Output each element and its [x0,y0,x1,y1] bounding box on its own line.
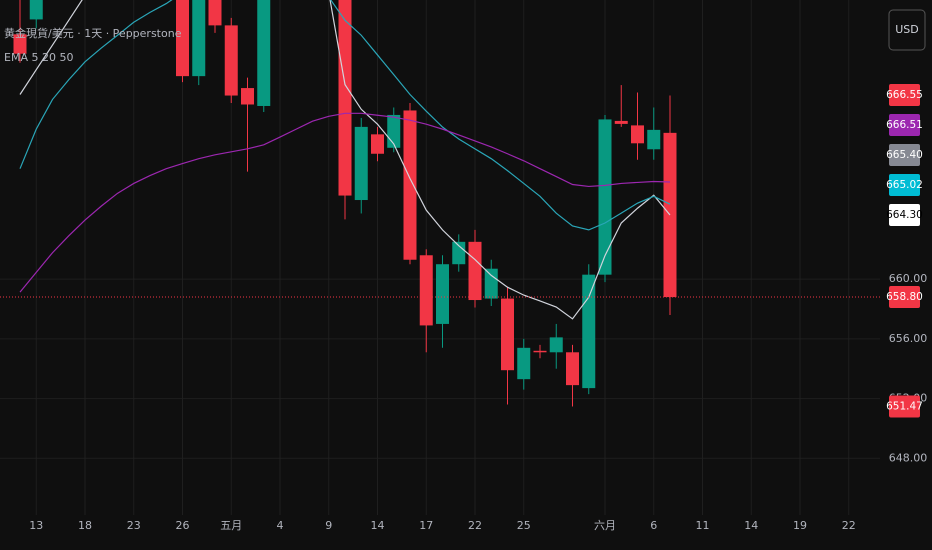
candle-body [614,120,628,124]
currency-button[interactable] [888,9,926,51]
candle-body [517,347,531,380]
x-tick-label: 五月 [220,519,242,532]
candle-body [13,34,27,54]
candle-body [533,350,547,353]
x-tick-label: 6 [650,519,657,532]
candle-body [647,129,661,150]
x-tick-label: 4 [277,519,284,532]
price-label-box [889,286,920,309]
price-label-box [889,173,920,196]
price-label: 666.51 [886,119,923,131]
candle-body [598,119,612,275]
candle-body [224,25,238,96]
x-tick-label: 18 [78,519,92,532]
candle-body [403,110,417,260]
candle-body [549,337,563,353]
candle-body [241,88,254,105]
x-tick-label: 23 [127,519,141,532]
axes: 648.00652.00656.00660.0013182326五月491417… [29,83,928,532]
price-label-box [889,203,920,226]
x-tick-label: 22 [842,519,856,532]
candle-body [208,0,222,26]
x-tick-label: 26 [176,519,190,532]
price-label: 651.47 [886,400,923,412]
candle-body [566,352,579,386]
x-tick-label: 14 [744,519,758,532]
x-tick-label: 25 [517,519,531,532]
currency-label[interactable]: USD [895,23,919,36]
ema-line [19,112,671,293]
candle-body [468,241,482,301]
candle-body [192,0,206,77]
candle-body [387,114,401,148]
candle-body [354,126,368,201]
candle-body [436,264,449,324]
price-label-box [889,83,920,106]
price-label: 664.30 [886,209,923,221]
x-tick-label: 六月 [594,519,616,532]
x-tick-label: 19 [793,519,807,532]
y-tick-label: 660.00 [889,272,928,285]
price-label: 666.55 [886,89,923,101]
candle-body [501,298,514,371]
chart-title: 黄金現貨/美元 · 1天 · Pepperstone [4,26,182,40]
ema-line [19,0,671,231]
candle-body [484,268,498,299]
price-label: 665.40 [886,149,923,161]
candle-body [371,134,384,154]
candle-body [29,0,43,20]
x-tick-label: 11 [696,519,710,532]
y-tick-label: 656.00 [889,332,928,345]
price-label-box [889,143,920,166]
candle-body [257,0,271,106]
x-tick-label: 9 [325,519,332,532]
price-label: 665.02 [886,179,923,191]
y-tick-label: 648.00 [889,451,928,464]
candle-body [176,0,189,77]
price-label-box [889,395,920,418]
candle-body [452,241,466,265]
x-tick-label: 22 [468,519,482,532]
candle-body [419,255,433,326]
x-tick-label: 13 [29,519,43,532]
candle-body [631,125,644,144]
indicator-legend: EMA 5 20 50 [4,51,73,64]
x-tick-label: 14 [371,519,385,532]
price-label-box [889,113,920,136]
x-tick-label: 17 [419,519,433,532]
candle-body [582,274,596,389]
plot-area [0,0,880,407]
candle-body [338,0,352,196]
price-label: 658.80 [886,291,923,303]
ema-line [19,0,671,320]
